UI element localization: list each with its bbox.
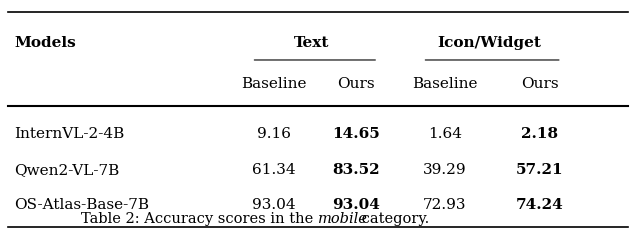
Text: 1.64: 1.64	[427, 127, 462, 141]
Text: Table 2: Accuracy scores in the: Table 2: Accuracy scores in the	[81, 211, 318, 225]
Text: Text: Text	[294, 36, 329, 49]
Text: 9.16: 9.16	[257, 127, 291, 141]
Text: 14.65: 14.65	[332, 127, 380, 141]
Text: InternVL-2-4B: InternVL-2-4B	[14, 127, 124, 141]
Text: OS-Atlas-Base-7B: OS-Atlas-Base-7B	[14, 198, 149, 212]
Text: 57.21: 57.21	[516, 162, 563, 176]
Text: mobile: mobile	[318, 211, 368, 225]
Text: 72.93: 72.93	[423, 198, 466, 212]
Text: Ours: Ours	[521, 77, 558, 91]
Text: Icon/Widget: Icon/Widget	[437, 36, 541, 49]
Text: 61.34: 61.34	[252, 162, 296, 176]
Text: Models: Models	[14, 36, 76, 49]
Text: 83.52: 83.52	[332, 162, 380, 176]
Text: 2.18: 2.18	[521, 127, 558, 141]
Text: Ours: Ours	[337, 77, 375, 91]
Text: 39.29: 39.29	[423, 162, 466, 176]
Text: Baseline: Baseline	[241, 77, 307, 91]
Text: 74.24: 74.24	[516, 198, 563, 212]
Text: Qwen2-VL-7B: Qwen2-VL-7B	[14, 162, 120, 176]
Text: 93.04: 93.04	[332, 198, 380, 212]
Text: category.: category.	[357, 211, 429, 225]
Text: 93.04: 93.04	[252, 198, 296, 212]
Text: Baseline: Baseline	[412, 77, 478, 91]
